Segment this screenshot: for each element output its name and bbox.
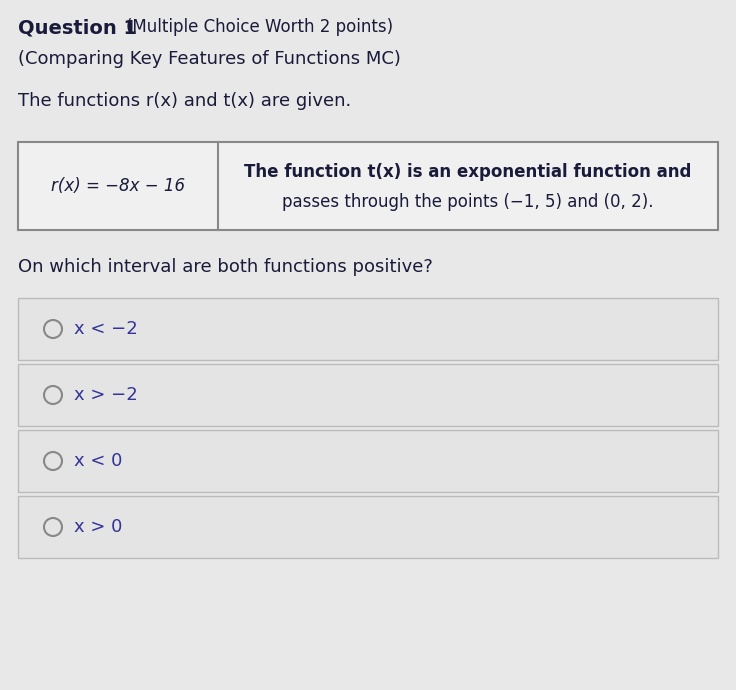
FancyBboxPatch shape [18,298,718,360]
Text: On which interval are both functions positive?: On which interval are both functions pos… [18,258,433,276]
Text: x < −2: x < −2 [74,320,138,338]
Text: r(x) = −8x − 16: r(x) = −8x − 16 [51,177,185,195]
Circle shape [44,386,62,404]
FancyBboxPatch shape [18,364,718,426]
Text: The functions r(x) and t(x) are given.: The functions r(x) and t(x) are given. [18,92,351,110]
Text: x > −2: x > −2 [74,386,138,404]
Circle shape [44,320,62,338]
Text: The function t(x) is an exponential function and: The function t(x) is an exponential func… [244,163,692,181]
Text: x > 0: x > 0 [74,518,122,536]
Text: (Comparing Key Features of Functions MC): (Comparing Key Features of Functions MC) [18,50,401,68]
FancyBboxPatch shape [18,142,718,230]
FancyBboxPatch shape [18,430,718,492]
Text: x < 0: x < 0 [74,452,122,470]
Circle shape [44,452,62,470]
Text: Question 1: Question 1 [18,18,137,37]
FancyBboxPatch shape [18,496,718,558]
Circle shape [44,518,62,536]
Text: passes through the points (−1, 5) and (0, 2).: passes through the points (−1, 5) and (0… [282,193,654,211]
Text: (Multiple Choice Worth 2 points): (Multiple Choice Worth 2 points) [126,18,393,36]
